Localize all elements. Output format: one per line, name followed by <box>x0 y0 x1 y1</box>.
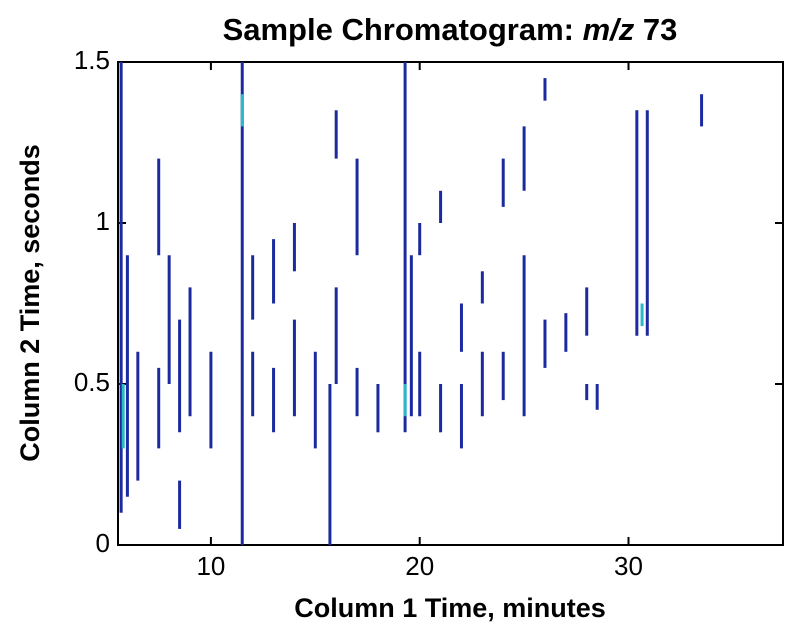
plot-frame <box>117 61 784 546</box>
chart-title: Sample Chromatogram: m/z 73 <box>223 12 678 47</box>
y-tick-label: 0 <box>96 528 110 558</box>
x-tick-label: 10 <box>196 551 225 581</box>
y-tick-label: 1 <box>96 206 110 236</box>
title-mass: 73 <box>643 12 677 47</box>
title-text: Sample Chromatogram: <box>223 12 574 47</box>
x-axis-label: Column 1 Time, minutes <box>294 593 606 623</box>
x-tick-label: 20 <box>405 551 434 581</box>
title-mz: m/z <box>583 12 635 47</box>
y-tick-label: 1.5 <box>74 45 110 75</box>
x-tick-label: 30 <box>614 551 643 581</box>
y-tick-label: 0.5 <box>74 367 110 397</box>
y-axis-label: Column 2 Time, seconds <box>15 144 45 462</box>
